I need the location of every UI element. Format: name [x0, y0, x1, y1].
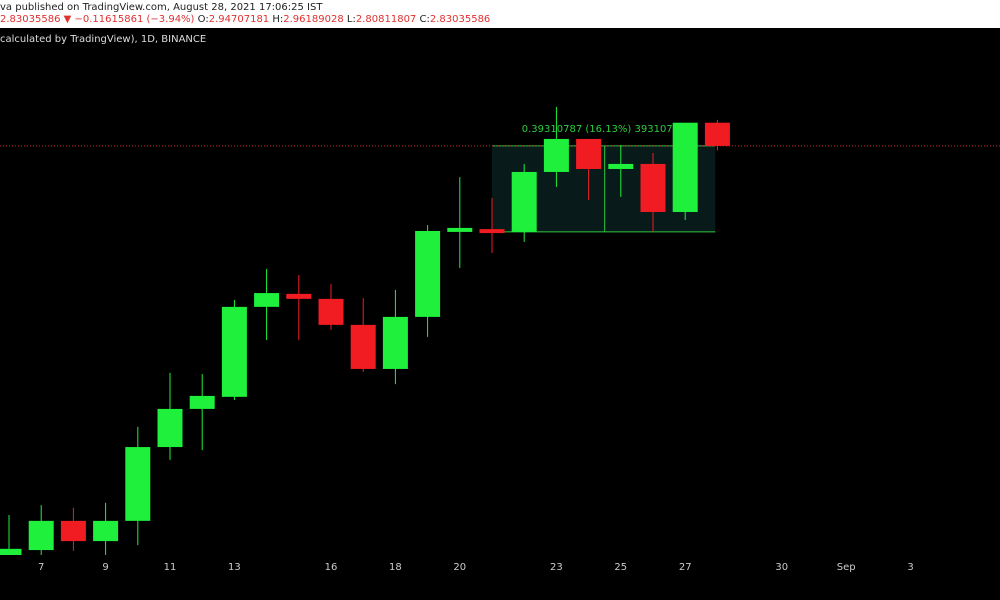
candle-body — [0, 548, 22, 555]
x-tick-label: 27 — [679, 562, 692, 573]
candle-body — [28, 520, 54, 551]
x-tick-label: Sep — [837, 562, 856, 573]
candle-body — [415, 230, 441, 317]
x-tick-label: 16 — [325, 562, 338, 573]
candle-body — [382, 316, 408, 369]
ohlc-value: 2.80811807 — [356, 14, 416, 25]
candle-body — [350, 324, 376, 369]
x-tick-label: 11 — [164, 562, 177, 573]
ohlc-value: 2.96189028 — [283, 14, 343, 25]
candle-body — [93, 520, 119, 542]
quote-line: 2.83035586 ▼ −0.11615861 (−3.94%) O:2.94… — [0, 14, 490, 25]
x-tick-label: 23 — [550, 562, 563, 573]
header-bg — [0, 0, 1000, 28]
x-tick-label: 18 — [389, 562, 402, 573]
candle-body — [221, 306, 247, 397]
x-tick-label: 20 — [453, 562, 466, 573]
symbol-line: calculated by TradingView), 1D, BINANCE — [0, 34, 206, 45]
candle-body — [447, 227, 473, 232]
candle-body — [608, 163, 634, 169]
last-price: 2.83035586 — [0, 14, 60, 25]
change: ▼ −0.11615861 (−3.94%) — [64, 14, 195, 25]
candle-body — [640, 163, 666, 212]
candle-body — [286, 293, 312, 299]
x-tick-label: 7 — [38, 562, 44, 573]
candle-body — [672, 122, 698, 212]
published-line: va published on TradingView.com, August … — [0, 2, 323, 13]
candle-body — [318, 298, 344, 325]
candle-body — [189, 395, 215, 409]
candle-body — [60, 520, 86, 542]
candle-body — [157, 408, 183, 448]
ohlc-label: H: — [272, 14, 283, 25]
candle-body — [125, 447, 151, 521]
ohlc-label: O: — [198, 14, 209, 25]
candle-body — [704, 122, 730, 146]
x-tick-label: 30 — [775, 562, 788, 573]
candle-body — [254, 293, 280, 307]
candle-body — [543, 138, 569, 172]
x-tick-label: 3 — [907, 562, 913, 573]
candle-body — [511, 171, 537, 232]
ohlc-value: 2.83035586 — [430, 14, 490, 25]
measure-label: 0.39310787 (16.13%) 39310787 — [522, 124, 686, 135]
candle-body — [576, 138, 602, 169]
candle-body — [479, 229, 505, 234]
ohlc-label: C: — [420, 14, 430, 25]
plot-area: 0.39310787 (16.13%) 39310787 — [0, 106, 1000, 555]
ohlc-label: L: — [347, 14, 356, 25]
ohlc-value: 2.94707181 — [209, 14, 269, 25]
x-tick-label: 25 — [614, 562, 627, 573]
x-tick-label: 9 — [102, 562, 108, 573]
x-tick-label: 13 — [228, 562, 241, 573]
